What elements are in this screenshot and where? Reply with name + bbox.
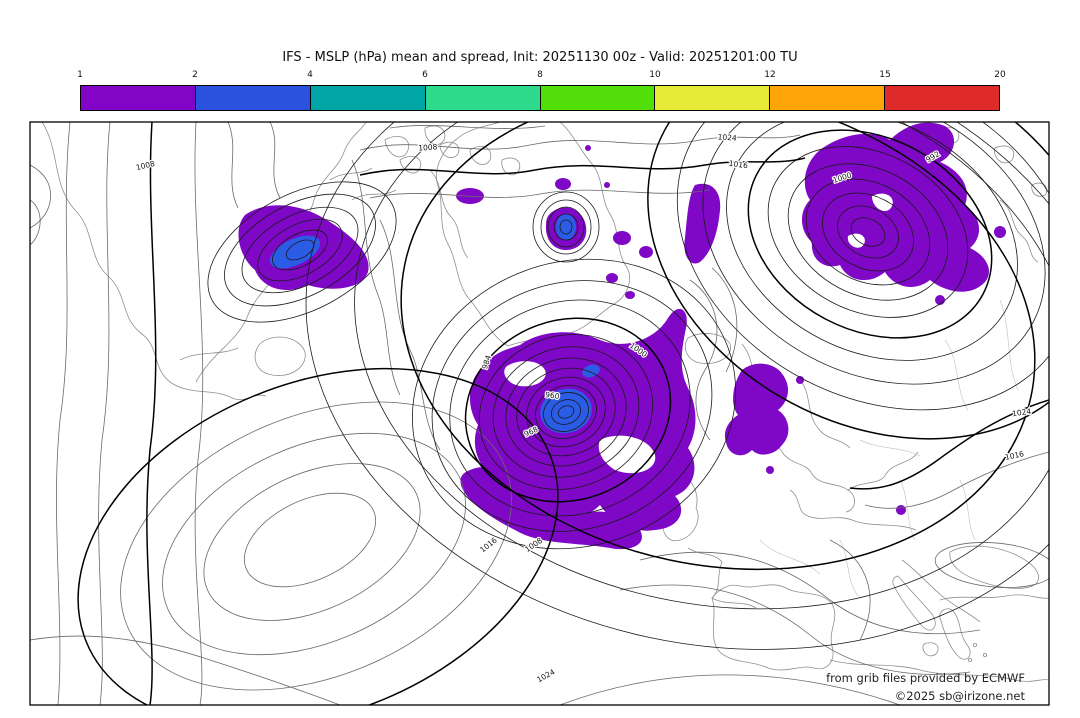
spread-region bbox=[613, 231, 631, 245]
colorbar-tick: 1 bbox=[77, 70, 83, 80]
colorbar-tick: 12 bbox=[764, 70, 776, 80]
contour-label: 1024 bbox=[535, 667, 556, 684]
colorbar-segment-6-8 bbox=[425, 86, 541, 110]
colorbar-bar bbox=[80, 85, 1000, 111]
colorbar: 1 2 4 6 8 10 12 15 20 bbox=[77, 70, 1006, 112]
colorbar-tick: 4 bbox=[307, 70, 313, 80]
colorbar-tick: 8 bbox=[537, 70, 543, 80]
spread-core bbox=[269, 235, 321, 269]
spread-region bbox=[994, 226, 1006, 238]
spread-region bbox=[796, 376, 804, 384]
colorbar-tick: 15 bbox=[879, 70, 891, 80]
spread-core bbox=[556, 214, 576, 240]
contour-label: 1016 bbox=[728, 159, 748, 171]
spread-core bbox=[540, 388, 592, 434]
spread-region bbox=[766, 466, 774, 474]
spread-region bbox=[684, 183, 721, 264]
colorbar-segment-4-6 bbox=[310, 86, 426, 110]
spread-region bbox=[724, 363, 789, 456]
spread-region bbox=[606, 273, 618, 283]
attribution-line2: ©2025 sb@irizone.net bbox=[895, 689, 1026, 703]
contour-label: 1024 bbox=[1012, 407, 1032, 419]
contour-label: 1008 bbox=[135, 159, 156, 172]
isobars-thin bbox=[30, 122, 1049, 705]
colorbar-tick: 20 bbox=[994, 70, 1006, 80]
colorbar-tick: 10 bbox=[649, 70, 661, 80]
spread-region bbox=[639, 246, 653, 258]
colorbar-segment-10-12 bbox=[655, 86, 771, 110]
country-borders bbox=[759, 299, 1019, 597]
colorbar-tick: 6 bbox=[422, 70, 428, 80]
spread-region bbox=[896, 505, 906, 515]
colorbar-segment-1-2 bbox=[81, 86, 196, 110]
colorbar-segment-2-4 bbox=[195, 86, 311, 110]
contour-label: 1024 bbox=[717, 132, 737, 142]
chart-title: IFS - MSLP (hPa) mean and spread, Init: … bbox=[282, 50, 798, 65]
contour-label: 960 bbox=[545, 390, 561, 401]
colorbar-segment-15-20 bbox=[885, 86, 999, 110]
attribution-line1: from grib files provided by ECMWF bbox=[826, 671, 1025, 685]
isobars-rings bbox=[207, 122, 1049, 650]
spread-region bbox=[604, 182, 610, 188]
spread-region bbox=[585, 145, 591, 151]
contour-label: 1008 bbox=[418, 142, 438, 152]
spread-region bbox=[555, 178, 571, 190]
colorbar-tick: 2 bbox=[192, 70, 198, 80]
spread-regions-2-4hpa bbox=[269, 214, 600, 434]
colorbar-segment-8-10 bbox=[540, 86, 656, 110]
spread-region bbox=[625, 291, 635, 299]
colorbar-segment-12-15 bbox=[770, 86, 886, 110]
colorbar-tick-labels: 1 2 4 6 8 10 12 15 20 bbox=[77, 70, 1006, 82]
contour-label: 1016 bbox=[478, 535, 499, 554]
map-frame bbox=[29, 121, 1050, 706]
isobars-bold bbox=[77, 122, 1049, 705]
